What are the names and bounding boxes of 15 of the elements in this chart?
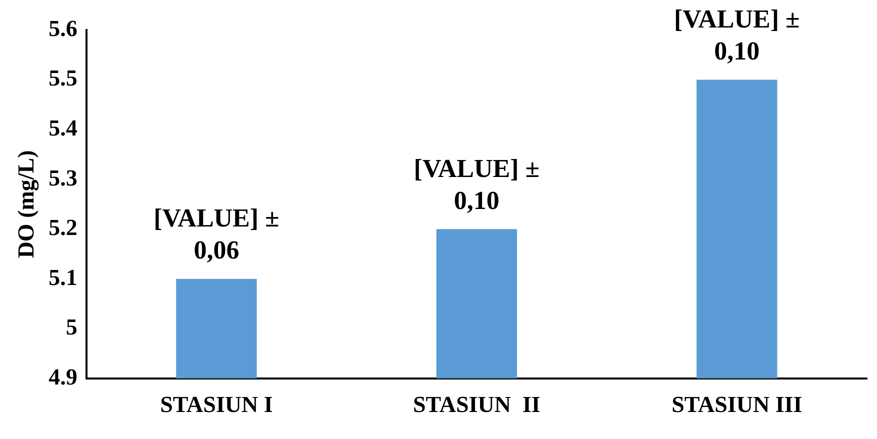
- y-tick-label: 5.3: [48, 165, 78, 190]
- annotation: [VALUE] ± 0,10: [674, 4, 800, 66]
- y-tick-label: 5: [66, 314, 78, 340]
- y-tick-label: 4.9: [48, 364, 78, 390]
- y-tick-label: 5.4: [48, 115, 78, 140]
- y-tick-label: 5.1: [48, 264, 78, 290]
- y-tick-label: 5.2: [48, 215, 78, 240]
- annotation: [VALUE] ± 0,06: [154, 204, 280, 265]
- x-tick-label: STASIUN I: [160, 392, 273, 418]
- y-tick-label: 5.6: [48, 16, 78, 41]
- annotation: [VALUE] ± 0,10: [414, 154, 540, 215]
- x-tick-label: STASIUN III: [672, 392, 802, 418]
- x-tick-label: STASIUN II: [412, 392, 540, 418]
- y-axis-title: DO (mg/L): [14, 150, 40, 258]
- y-tick-label: 5.5: [48, 66, 78, 91]
